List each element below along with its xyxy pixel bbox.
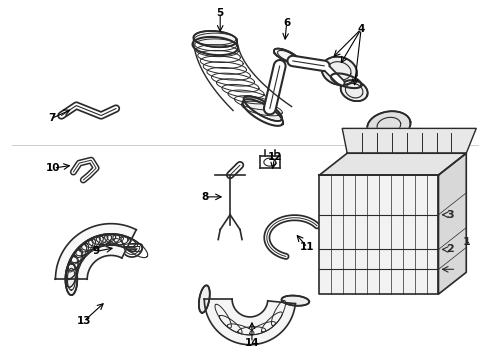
Text: 11: 11 (300, 243, 315, 252)
Text: 10: 10 (46, 163, 61, 173)
Text: 14: 14 (245, 338, 259, 348)
Text: 3: 3 (446, 210, 454, 220)
Polygon shape (342, 129, 476, 153)
Text: 5: 5 (217, 8, 224, 18)
Polygon shape (194, 31, 237, 47)
Text: 7: 7 (48, 113, 55, 123)
Text: 2: 2 (446, 244, 454, 255)
Polygon shape (321, 57, 357, 85)
Polygon shape (244, 96, 282, 121)
Text: 12: 12 (268, 152, 282, 162)
Text: 8: 8 (202, 192, 209, 202)
Polygon shape (341, 80, 368, 101)
Polygon shape (204, 299, 295, 345)
Polygon shape (55, 224, 136, 279)
Text: 13: 13 (77, 316, 92, 326)
Polygon shape (439, 153, 466, 294)
Text: 9: 9 (93, 247, 100, 256)
Polygon shape (282, 296, 309, 306)
Text: 6: 6 (283, 18, 290, 28)
Polygon shape (368, 111, 411, 140)
Polygon shape (65, 264, 77, 295)
Polygon shape (199, 285, 210, 313)
Text: 1: 1 (463, 237, 470, 247)
Polygon shape (274, 49, 299, 63)
Polygon shape (319, 153, 466, 175)
Text: 4: 4 (357, 24, 365, 34)
Polygon shape (319, 175, 439, 294)
